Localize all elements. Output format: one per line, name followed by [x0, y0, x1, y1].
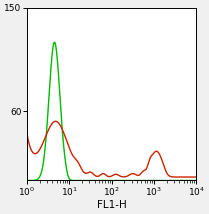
X-axis label: FL1-H: FL1-H — [97, 200, 126, 210]
